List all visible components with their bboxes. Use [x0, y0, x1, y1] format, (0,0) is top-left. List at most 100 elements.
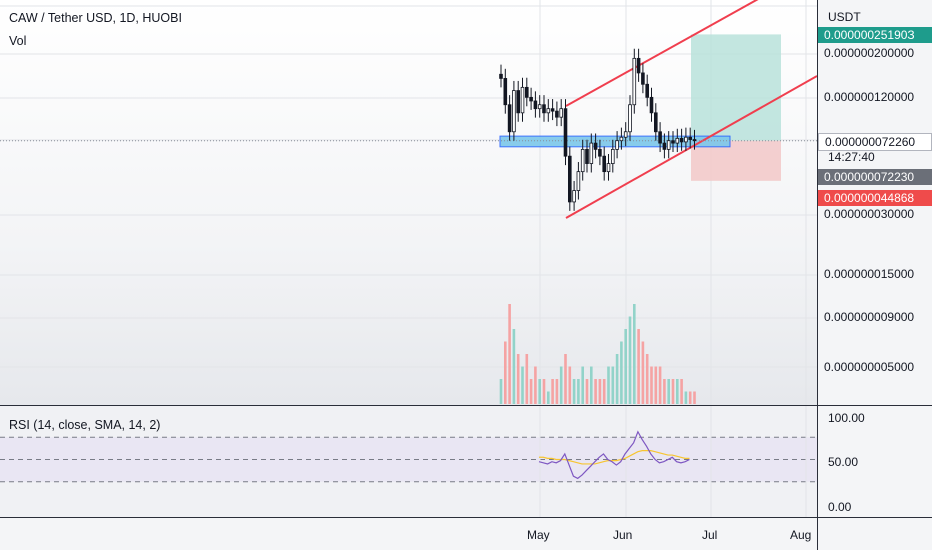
candle-body — [641, 72, 645, 85]
volume-bar — [508, 304, 511, 404]
symbol-legend[interactable]: CAW / Tether USD, 1D, HUOBI — [9, 11, 182, 25]
volume-bar — [624, 329, 627, 404]
volume-bar — [538, 379, 541, 404]
price-level: 0.000000120000 — [824, 90, 915, 104]
candle-body — [563, 108, 568, 157]
price-level: 0.000000009000 — [824, 310, 915, 324]
candle-body — [542, 104, 546, 114]
price-chart[interactable] — [0, 0, 817, 405]
candle-body — [572, 190, 576, 203]
volume-bar — [521, 366, 524, 404]
volume-bar — [620, 341, 623, 404]
candle-body — [692, 139, 697, 142]
volume-bar — [542, 379, 546, 404]
price-axis-divider — [817, 0, 818, 550]
cursor-price-tag: 0.000000072230 — [818, 169, 932, 185]
volume-bar — [615, 354, 619, 404]
volume-bar — [602, 379, 606, 404]
volume-bar — [611, 366, 615, 404]
candle-body — [662, 142, 667, 150]
candle-body — [611, 148, 615, 164]
candle-body — [602, 155, 606, 173]
rsi-level: 100.00 — [828, 411, 865, 425]
volume-bar — [645, 354, 649, 404]
candle-body — [529, 96, 533, 102]
rsi-level: 0.00 — [828, 500, 852, 514]
candle-body — [619, 136, 624, 142]
volume-bar — [688, 391, 692, 404]
price-axis[interactable] — [818, 0, 932, 517]
candle-body — [507, 104, 512, 133]
volume-bar — [551, 379, 554, 404]
candle-body — [623, 131, 628, 138]
channel-upper-line — [565, 0, 759, 107]
candle-body — [606, 163, 611, 173]
candle-body — [559, 108, 563, 118]
volume-bar — [641, 341, 645, 404]
candle-body — [671, 140, 675, 144]
volume-legend[interactable]: Vol — [9, 34, 27, 48]
candle-body — [679, 137, 684, 143]
volume-bar — [658, 366, 662, 404]
volume-bar — [555, 379, 559, 404]
candle-body — [555, 110, 559, 118]
target-zone — [691, 34, 781, 141]
time-axis[interactable] — [0, 518, 817, 550]
volume-bar — [516, 354, 520, 404]
volume-bar — [667, 379, 670, 404]
volume-bar — [693, 391, 696, 404]
candle-body — [499, 73, 503, 79]
main-chart-pane[interactable] — [0, 0, 817, 405]
time-label-jul: Jul — [702, 528, 718, 542]
volume-bar — [577, 379, 580, 404]
candle-body — [550, 108, 555, 112]
volume-bar — [585, 379, 589, 404]
pane-divider[interactable] — [0, 405, 932, 406]
candle-body — [589, 142, 594, 164]
volume-bar — [572, 379, 576, 404]
candle-body — [537, 104, 542, 110]
candle-body — [568, 155, 572, 203]
candle-body — [525, 86, 529, 98]
candle-body — [516, 90, 520, 114]
price-level: 0.000000015000 — [824, 267, 915, 281]
time-label-may: May — [527, 528, 550, 542]
candle-body — [576, 171, 581, 191]
candle-body — [675, 137, 680, 144]
time-label-aug: Aug — [790, 528, 812, 542]
volume-bar — [590, 366, 593, 404]
price-level: 0.000000005000 — [824, 360, 915, 374]
candle-body — [533, 100, 538, 110]
candle-body — [632, 57, 637, 106]
rsi-legend[interactable]: RSI (14, close, SMA, 14, 2) — [9, 418, 161, 432]
volume-bar — [663, 379, 666, 404]
candle-body — [598, 148, 602, 157]
volume-bar — [628, 316, 632, 404]
candle-body — [628, 104, 632, 133]
time-axis-divider — [0, 517, 932, 518]
volume-bar — [564, 354, 567, 404]
volume-bar — [499, 379, 503, 404]
stop-zone — [691, 140, 781, 181]
candle-body — [636, 57, 641, 74]
volume-bar — [559, 366, 563, 404]
support-zone — [499, 135, 731, 148]
rsi-chart[interactable] — [0, 406, 817, 517]
currency-label: USDT — [828, 10, 861, 24]
rsi-line — [538, 430, 690, 480]
volume-bar — [684, 391, 688, 404]
time-label-jun: Jun — [613, 528, 633, 542]
price-level: 0.000000200000 — [824, 46, 915, 60]
volume-bar — [671, 379, 675, 404]
volume-bar — [525, 354, 529, 404]
candle-body — [658, 131, 662, 144]
volume-bar — [650, 366, 653, 404]
candle-body — [684, 136, 688, 143]
candle-body — [593, 142, 598, 150]
volume-bar — [512, 329, 516, 404]
volume-bar — [529, 379, 533, 404]
candle-body — [503, 78, 508, 106]
current-price-tag: 0.000000072260 — [818, 133, 932, 151]
candle-body — [615, 140, 619, 150]
bar-countdown: 14:27:40 — [828, 150, 875, 164]
